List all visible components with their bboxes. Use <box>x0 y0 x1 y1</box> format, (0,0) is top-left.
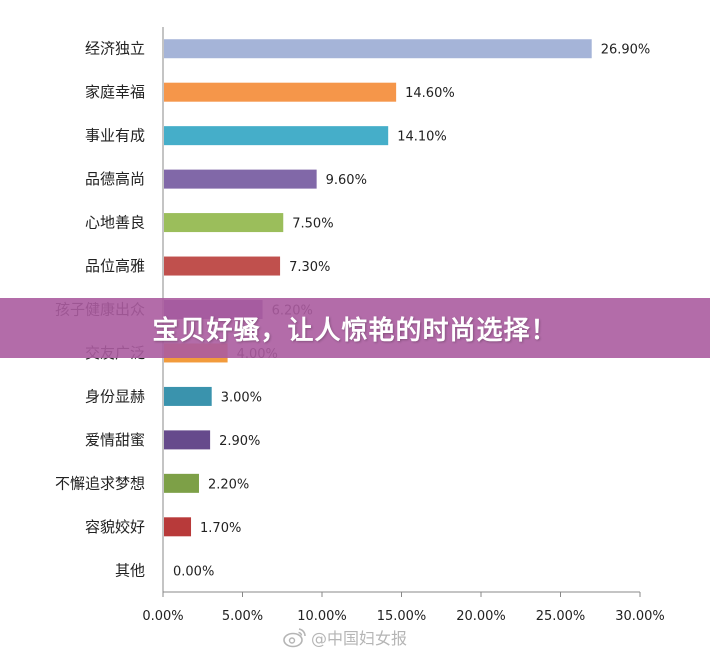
watermark-text: @中国妇女报 <box>311 629 408 648</box>
value-label: 14.60% <box>405 86 455 101</box>
category-label: 心地善良 <box>85 214 145 232</box>
value-label: 7.50% <box>292 217 333 232</box>
category-label: 事业有成 <box>85 127 145 145</box>
value-label: 0.00% <box>173 564 214 579</box>
watermark: @中国妇女报 <box>283 625 407 649</box>
weibo-icon <box>283 628 306 648</box>
value-label: 2.20% <box>208 477 249 492</box>
value-label: 1.70% <box>200 521 241 536</box>
category-label: 身份显赫 <box>85 387 145 405</box>
value-label: 14.10% <box>397 130 447 145</box>
bar-2 <box>164 126 389 146</box>
value-label: 7.30% <box>289 260 330 275</box>
category-label: 家庭幸福 <box>85 83 145 101</box>
x-tick-label: 0.00% <box>142 609 183 624</box>
bar-10 <box>164 473 199 493</box>
banner-text: 宝贝好骚，让人惊艳的时尚选择！ <box>152 315 558 346</box>
bar-9 <box>164 430 211 450</box>
value-label: 3.00% <box>221 390 262 405</box>
x-ticks-group: 0.00% 5.00% 10.00% 15.00% 20.00% 25.00% 30.00% <box>142 592 665 624</box>
x-tick-label: 25.00% <box>536 609 586 624</box>
category-label: 经济独立 <box>85 40 145 58</box>
value-label: 2.90% <box>219 434 260 449</box>
category-label: 容貌姣好 <box>85 518 145 536</box>
bar-0 <box>164 39 592 59</box>
x-tick-label: 30.00% <box>615 609 665 624</box>
bar-4 <box>164 213 284 233</box>
x-tick-label: 20.00% <box>456 609 506 624</box>
category-label: 其他 <box>115 561 145 579</box>
category-label: 不懈追求梦想 <box>55 474 145 492</box>
bar-5 <box>164 256 281 276</box>
category-label: 品位高雅 <box>85 257 145 275</box>
x-tick-label: 15.00% <box>377 609 427 624</box>
promo-banner: 宝贝好骚，让人惊艳的时尚选择！ <box>0 298 710 358</box>
bar-8 <box>164 386 212 406</box>
bar-3 <box>164 169 317 189</box>
x-tick-label: 10.00% <box>297 609 347 624</box>
category-label: 品德高尚 <box>85 170 145 188</box>
bar-1 <box>164 82 397 102</box>
category-label: 爱情甜蜜 <box>85 431 145 449</box>
value-label: 9.60% <box>326 173 367 188</box>
x-tick-label: 5.00% <box>222 609 263 624</box>
value-label: 26.90% <box>601 43 651 58</box>
bar-11 <box>164 517 192 537</box>
